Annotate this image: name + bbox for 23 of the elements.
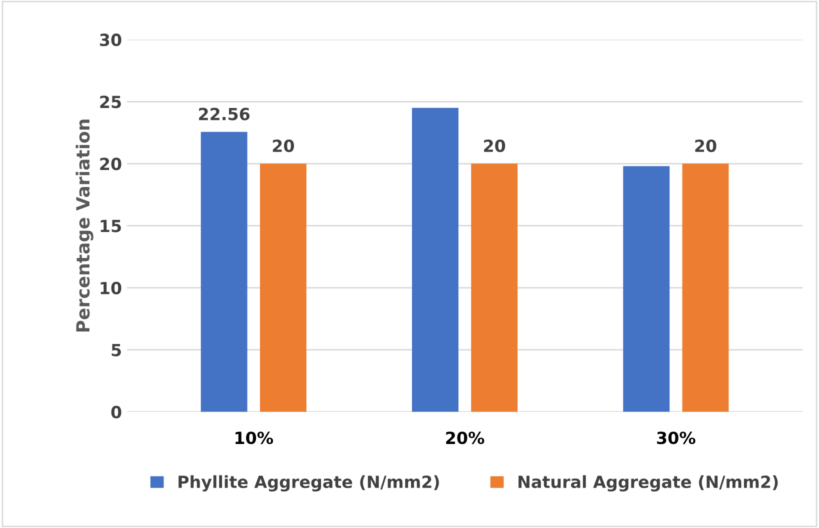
y-tick-label: 0 [111,406,122,418]
y-axis-title: Percentage Variation [76,120,94,332]
y-tick-label: 30 [100,34,122,46]
y-tick-label: 10 [100,282,122,294]
y-tick-label: 20 [100,158,122,170]
bar [260,164,306,412]
bar [682,164,729,412]
legend-label: Phyllite Aggregate (N/mm2) [178,475,439,492]
y-tick-label: 5 [112,344,121,356]
x-tick-label: 20% [446,432,484,444]
bar [412,108,458,412]
bar [200,132,248,412]
x-tick-label: 30% [657,432,696,444]
bar [623,166,670,412]
data-label: 20 [695,140,716,152]
x-tick-label: 10% [236,432,274,444]
y-tick-label: 15 [100,220,121,232]
data-label: 20 [484,140,506,152]
bar [471,164,518,412]
data-label: 20 [272,140,294,152]
data-label: 22.56 [199,108,250,120]
y-tick-label: 25 [100,96,121,108]
legend-label: Natural Aggregate (N/mm2) [518,475,778,492]
